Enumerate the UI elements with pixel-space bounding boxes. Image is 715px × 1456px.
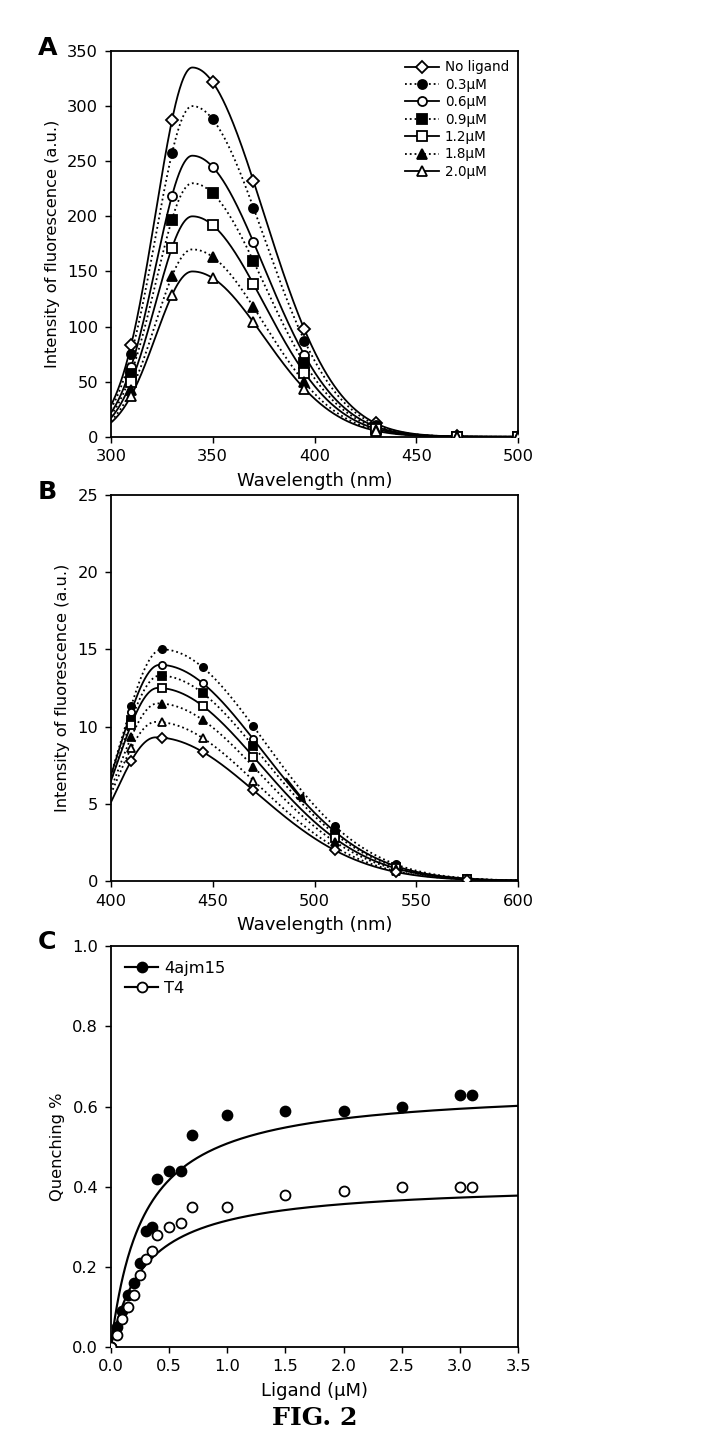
T4: [188, 1198, 197, 1216]
4ajm15: [164, 1162, 173, 1179]
4ajm15: [153, 1171, 162, 1188]
4ajm15: [223, 1107, 232, 1124]
T4: [223, 1198, 232, 1216]
T4: [107, 1338, 115, 1356]
Text: FIG. 2: FIG. 2: [272, 1406, 358, 1430]
Y-axis label: Intensity of fluorescence (a.u.): Intensity of fluorescence (a.u.): [45, 119, 60, 368]
X-axis label: Wavelength (nm): Wavelength (nm): [237, 916, 393, 933]
T4: [340, 1182, 348, 1200]
T4: [142, 1249, 150, 1267]
4ajm15: [456, 1086, 465, 1104]
T4: [177, 1214, 185, 1232]
T4: [136, 1265, 144, 1284]
4ajm15: [136, 1254, 144, 1271]
Y-axis label: Quenching %: Quenching %: [50, 1092, 65, 1201]
T4: [281, 1185, 290, 1203]
4ajm15: [147, 1217, 156, 1235]
T4: [130, 1286, 139, 1303]
Text: C: C: [37, 930, 56, 954]
T4: [164, 1217, 173, 1235]
4ajm15: [398, 1098, 406, 1115]
4ajm15: [177, 1162, 185, 1179]
T4: [398, 1178, 406, 1195]
4ajm15: [130, 1274, 139, 1291]
4ajm15: [112, 1318, 121, 1335]
T4: [112, 1326, 121, 1344]
X-axis label: Wavelength (nm): Wavelength (nm): [237, 472, 393, 489]
4ajm15: [124, 1286, 132, 1303]
Line: 4ajm15: 4ajm15: [106, 1089, 477, 1351]
Legend: No ligand, 0.3μM, 0.6μM, 0.9μM, 1.2μM, 1.8μM, 2.0μM: No ligand, 0.3μM, 0.6μM, 0.9μM, 1.2μM, 1…: [403, 58, 512, 182]
T4: [124, 1299, 132, 1316]
T4: [468, 1178, 476, 1195]
T4: [118, 1310, 127, 1328]
T4: [147, 1242, 156, 1259]
X-axis label: Ligand (μM): Ligand (μM): [261, 1382, 368, 1399]
4ajm15: [340, 1102, 348, 1120]
Y-axis label: Intensity of fluorescence (a.u.): Intensity of fluorescence (a.u.): [55, 563, 70, 812]
4ajm15: [188, 1125, 197, 1143]
4ajm15: [107, 1338, 115, 1356]
Line: T4: T4: [106, 1182, 477, 1351]
4ajm15: [142, 1222, 150, 1239]
Legend: 4ajm15, T4: 4ajm15, T4: [119, 955, 232, 1002]
4ajm15: [118, 1302, 127, 1319]
4ajm15: [468, 1086, 476, 1104]
T4: [456, 1178, 465, 1195]
Text: B: B: [37, 479, 56, 504]
4ajm15: [281, 1102, 290, 1120]
Text: A: A: [37, 35, 57, 60]
T4: [153, 1226, 162, 1243]
